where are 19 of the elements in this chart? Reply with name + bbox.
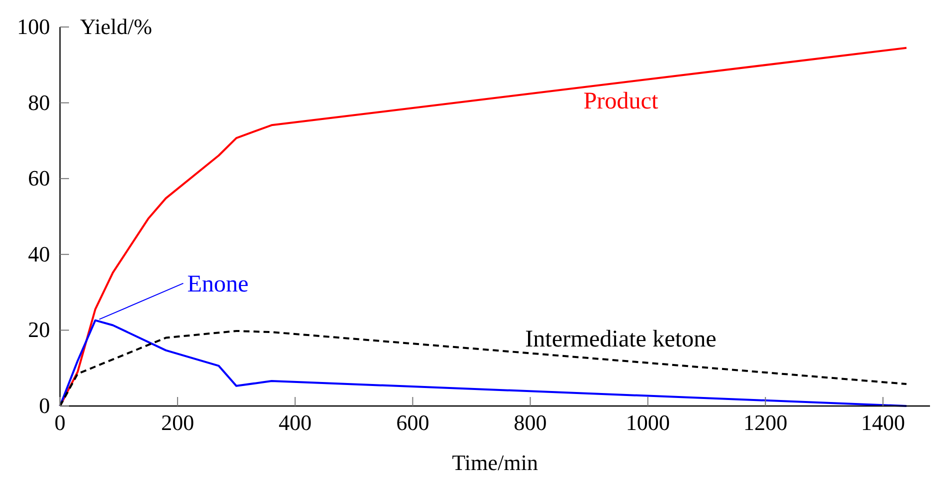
x-tick-label: 0 <box>54 410 66 435</box>
y-tick-label: 0 <box>39 393 50 418</box>
x-tick-label: 1000 <box>626 410 670 435</box>
x-tick-label: 800 <box>514 410 547 435</box>
y-axis-title: Yield/% <box>80 14 152 39</box>
x-tick-label: 600 <box>396 410 430 435</box>
text: Enone <box>187 271 249 298</box>
y-tick-label: 40 <box>28 241 50 266</box>
x-axis-title: Time/min <box>452 450 538 475</box>
x-tick-label: 1200 <box>743 410 788 435</box>
x-tick-label: 400 <box>278 410 312 435</box>
x-tick-label: 200 <box>161 410 194 435</box>
y-tick-label: 100 <box>17 14 50 39</box>
x-tick-label: 1400 <box>860 410 905 435</box>
y-tick-label: 60 <box>28 166 50 191</box>
series-label: Intermediate ketone <box>525 326 716 353</box>
y-tick-label: 80 <box>28 90 50 115</box>
series-label: Product <box>583 88 658 115</box>
y-tick-label: 20 <box>28 317 50 342</box>
